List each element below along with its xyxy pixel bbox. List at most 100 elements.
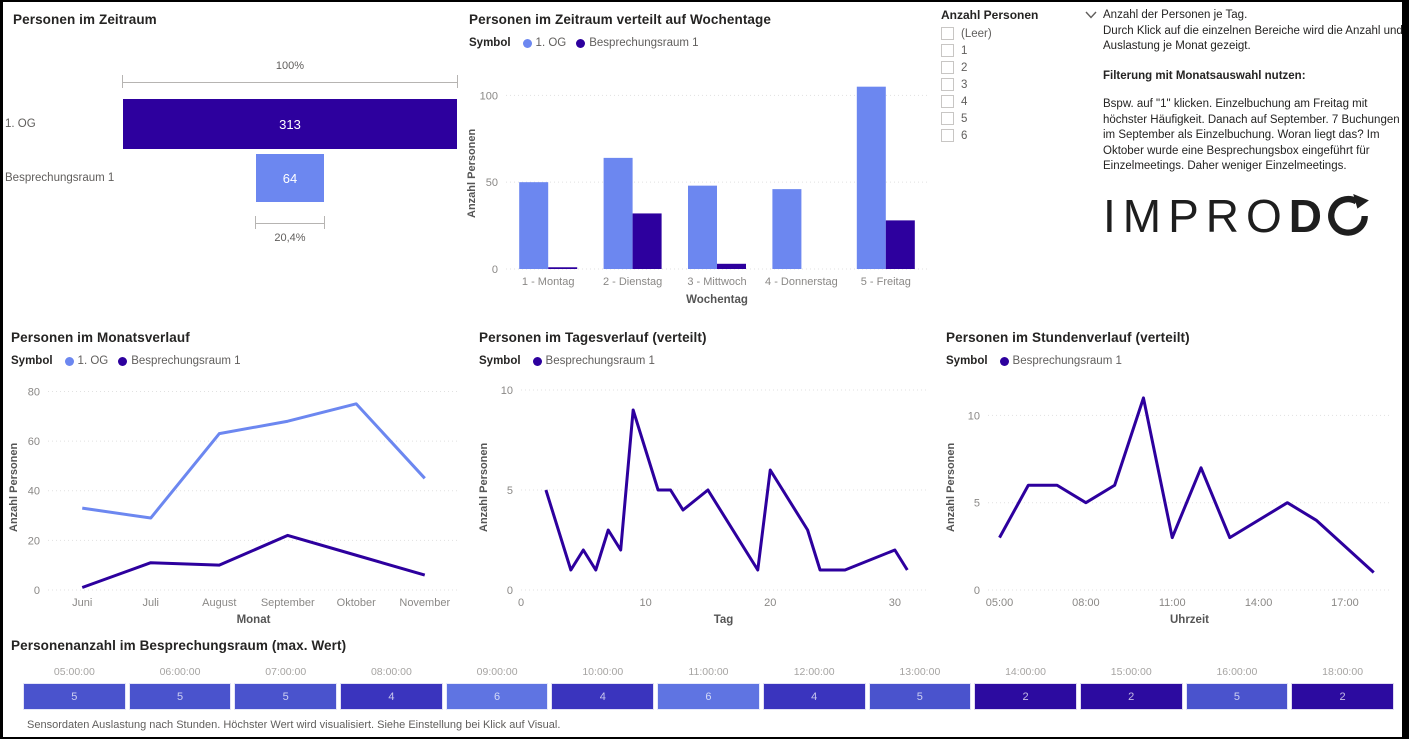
- checkbox-icon[interactable]: [941, 61, 954, 74]
- checkbox-icon[interactable]: [941, 27, 954, 40]
- bar-og[interactable]: [856, 86, 886, 269]
- x-axis-title: Monat: [236, 614, 271, 626]
- checkbox-icon[interactable]: [941, 129, 954, 142]
- matrix-cell[interactable]: 2: [1291, 683, 1394, 710]
- legend-item[interactable]: 1. OG: [522, 37, 566, 49]
- matrix-column-header: 13:00:00: [899, 666, 941, 678]
- line-series[interactable]: [82, 402, 426, 520]
- legend-title: Symbol: [469, 37, 511, 49]
- funnel-bar-1-og[interactable]: 313: [123, 99, 457, 149]
- svg-text:17:00: 17:00: [1331, 597, 1359, 609]
- slicer-item-label: 3: [961, 78, 968, 91]
- legend-item-label: 1. OG: [77, 355, 109, 367]
- svg-text:100: 100: [480, 90, 498, 102]
- month-line-chart[interactable]: 0 20 40 60 80 Juni Juli August September Oktober N…: [3, 374, 471, 626]
- matrix-column-header: 07:00:00: [265, 666, 307, 678]
- matrix-cell[interactable]: 5: [1185, 683, 1289, 710]
- matrix-cell[interactable]: 4: [762, 683, 866, 710]
- chart-legend: Symbol Besprechungsraum 1: [471, 345, 938, 367]
- bar-og[interactable]: [772, 189, 802, 269]
- legend-item[interactable]: Besprechungsraum 1: [532, 355, 655, 367]
- matrix-cell[interactable]: 5: [234, 683, 338, 710]
- matrix-cell[interactable]: 2: [1079, 683, 1183, 710]
- bar-og[interactable]: [688, 185, 717, 269]
- slicer-item-3[interactable]: 3: [941, 76, 1101, 93]
- bar-besprechungsraum[interactable]: [717, 263, 746, 269]
- legend-item[interactable]: Besprechungsraum 1: [999, 355, 1122, 367]
- bar-besprechungsraum[interactable]: [548, 267, 578, 269]
- svg-text:Oktober: Oktober: [337, 597, 376, 609]
- info-heading: Filterung mit Monatsauswahl nutzen:: [1103, 69, 1306, 82]
- legend-item-label: Besprechungsraum 1: [589, 37, 699, 49]
- matrix-column-header: 09:00:00: [476, 666, 518, 678]
- funnel-category-label: Besprechungsraum 1: [5, 172, 115, 184]
- chart-legend: Symbol 1. OG Besprechungsraum 1: [3, 345, 471, 367]
- svg-text:1 - Montag: 1 - Montag: [522, 276, 575, 288]
- chevron-down-icon[interactable]: [1085, 11, 1097, 19]
- slicer-item-label: (Leer): [961, 27, 992, 40]
- svg-text:4 - Donnerstag: 4 - Donnerstag: [765, 276, 838, 288]
- slicer-item-6[interactable]: 6: [941, 127, 1101, 144]
- legend-dot-icon: [532, 356, 542, 366]
- matrix-cell[interactable]: 5: [868, 683, 972, 710]
- matrix-cell[interactable]: 2: [974, 683, 1077, 710]
- svg-text:40: 40: [28, 486, 40, 498]
- bar-besprechungsraum[interactable]: [885, 220, 915, 269]
- line-series[interactable]: [998, 396, 1375, 574]
- legend-title: Symbol: [479, 355, 521, 367]
- svg-text:Juli: Juli: [142, 597, 159, 609]
- visual-title: Personen im Stundenverlauf (verteilt): [946, 330, 1190, 345]
- legend-item[interactable]: Besprechungsraum 1: [576, 37, 699, 49]
- legend-item[interactable]: Besprechungsraum 1: [118, 355, 241, 367]
- hour-line-chart[interactable]: 0 5 10 05:00 08:00 11:00 14:00 17:00: [938, 374, 1402, 626]
- matrix-cell[interactable]: 5: [128, 683, 232, 710]
- matrix-column-header: 16:00:00: [1216, 666, 1258, 678]
- x-axis-title: Tag: [713, 614, 734, 626]
- checkbox-icon[interactable]: [941, 112, 954, 125]
- slicer-item-4[interactable]: 4: [941, 93, 1101, 110]
- matrix-cell[interactable]: 4: [340, 683, 443, 710]
- svg-text:20: 20: [764, 597, 776, 609]
- weekday-bar-chart[interactable]: 0 50 100 1 - Montag 2 - Dienstag 3 - Mittwoch…: [461, 60, 938, 309]
- legend-dot-icon: [999, 356, 1009, 366]
- funnel-bar-value: 64: [282, 170, 298, 186]
- slicer-item-leer[interactable]: (Leer): [941, 25, 1101, 42]
- legend-title: Symbol: [11, 355, 53, 367]
- checkbox-icon[interactable]: [941, 78, 954, 91]
- checkbox-icon[interactable]: [941, 44, 954, 57]
- matrix-cell[interactable]: 5: [23, 683, 126, 710]
- line-series[interactable]: [544, 408, 909, 572]
- slicer-item-label: 4: [961, 95, 968, 108]
- visual-title: Personen im Zeitraum: [13, 12, 157, 27]
- visual-title: Personen im Monatsverlauf: [11, 330, 190, 345]
- bar-og[interactable]: [519, 182, 549, 269]
- day-line-chart[interactable]: 0 5 10 0 10 20 30: [471, 374, 938, 626]
- bar-og[interactable]: [603, 157, 633, 269]
- bar-besprechungsraum[interactable]: [632, 213, 662, 269]
- svg-text:11:00: 11:00: [1159, 597, 1186, 609]
- slicer-item-2[interactable]: 2: [941, 59, 1101, 76]
- svg-text:5 - Freitag: 5 - Freitag: [861, 276, 911, 288]
- matrix-cell[interactable]: 4: [551, 683, 655, 710]
- svg-text:November: November: [399, 597, 450, 609]
- matrix-cell[interactable]: 6: [657, 683, 760, 710]
- line-series[interactable]: [81, 533, 426, 589]
- funnel-bar-besprechungsraum[interactable]: 64: [255, 154, 325, 202]
- matrix-column-header: 10:00:00: [582, 666, 624, 678]
- svg-text:0: 0: [507, 585, 513, 597]
- visual-stundenverlauf: Personen im Stundenverlauf (verteilt) Sy…: [938, 322, 1402, 628]
- funnel-bar-value: 313: [279, 116, 301, 132]
- checkbox-icon[interactable]: [941, 95, 954, 108]
- info-line: Durch Klick auf die einzelnen Bereiche w…: [1103, 24, 1402, 53]
- svg-text:0: 0: [34, 585, 40, 597]
- svg-text:0: 0: [518, 597, 524, 609]
- slicer-item-1[interactable]: 1: [941, 42, 1101, 59]
- chart-legend: Symbol 1. OG Besprechungsraum 1: [461, 27, 938, 49]
- legend-item[interactable]: 1. OG: [64, 355, 109, 367]
- slicer-anzahl-personen: Anzahl Personen (Leer) 1 2 3 4 5 6: [941, 8, 1101, 168]
- slicer-item-label: 1: [961, 44, 968, 57]
- info-body: Bspw. auf "1" klicken. Einzelbuchung am …: [1103, 98, 1400, 173]
- matrix-cell[interactable]: 6: [445, 683, 549, 710]
- visual-wochentage-balken: Personen im Zeitraum verteilt auf Wochen…: [461, 4, 938, 316]
- slicer-item-5[interactable]: 5: [941, 110, 1101, 127]
